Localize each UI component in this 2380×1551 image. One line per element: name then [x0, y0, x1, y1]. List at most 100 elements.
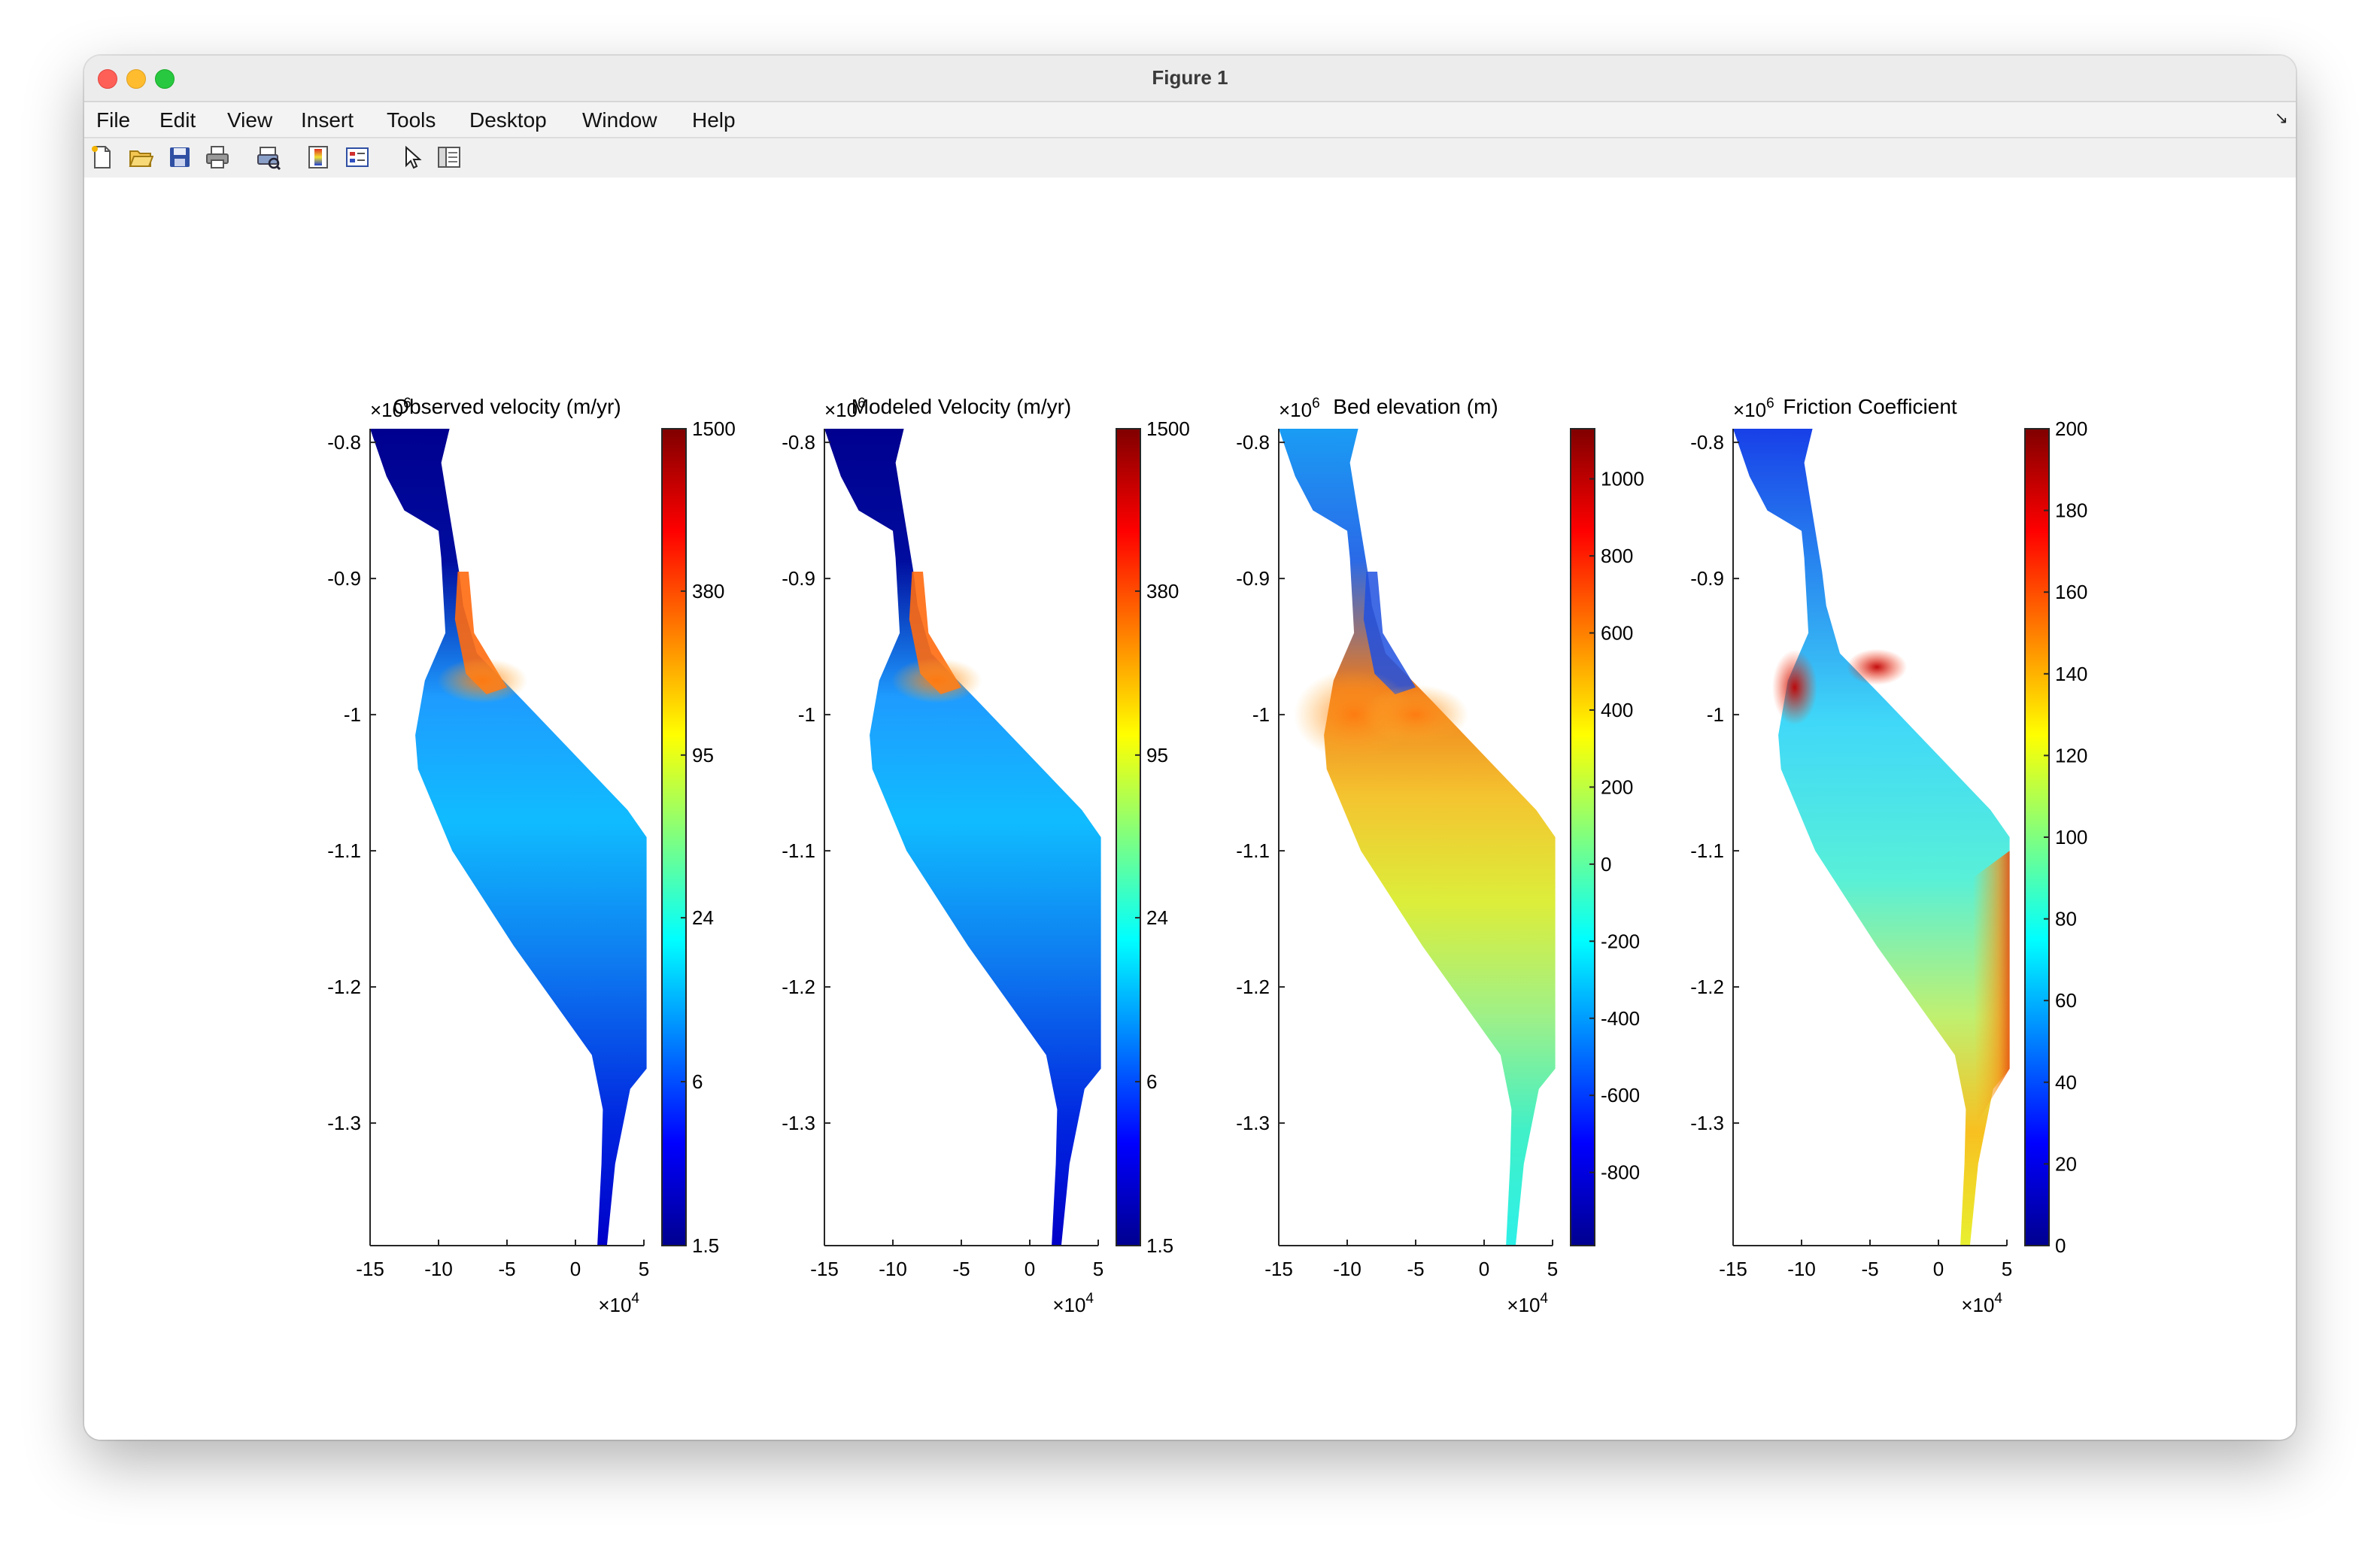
y-tick-label: -0.8	[782, 431, 815, 454]
colorbar-tick-label: 0	[1601, 853, 1611, 876]
y-exponent-power: 6	[1766, 396, 1774, 411]
x-exponent-label: ×104	[1052, 1291, 1094, 1316]
menu-desktop[interactable]: Desktop	[469, 108, 547, 132]
colorbar-icon[interactable]	[305, 144, 331, 170]
x-tick-label: 5	[1093, 1258, 1103, 1280]
print-icon[interactable]	[205, 144, 230, 170]
close-icon[interactable]	[98, 69, 117, 89]
dock-arrow-icon[interactable]: ↘	[2274, 108, 2288, 127]
y-exponent-power: 6	[1312, 396, 1320, 411]
friction-high	[1847, 648, 1908, 685]
edit-plot-cursor-icon[interactable]	[399, 144, 424, 170]
x-tick-label: -5	[1861, 1258, 1878, 1280]
zoom-icon[interactable]	[155, 69, 175, 89]
menu-view[interactable]: View	[227, 108, 273, 132]
colorbar-tick-label: 200	[1601, 776, 1633, 798]
menu-help[interactable]: Help	[692, 108, 736, 132]
minimize-icon[interactable]	[126, 69, 146, 89]
plot-title: Observed velocity (m/yr)	[393, 395, 621, 418]
title-bar: Figure 1	[84, 56, 2296, 102]
colorbar-tick-label: 1000	[1601, 468, 1644, 490]
x-tick-label: 0	[1479, 1258, 1489, 1280]
subplot-2: -15 -10 -5 0 5×104-0.8-0.9-1-1.1-1.2-1.3×106…	[782, 395, 1190, 1316]
y-tick-label: -0.9	[1690, 567, 1724, 590]
colorbar-tick-label: 600	[1601, 622, 1633, 645]
y-tick-label: -0.9	[1236, 567, 1270, 590]
y-tick-label: -1	[1707, 703, 1724, 726]
save-icon[interactable]	[167, 144, 193, 170]
colorbar-tick-label: 6	[1146, 1070, 1157, 1093]
y-tick-label: -1.3	[1690, 1112, 1724, 1134]
new-figure-icon[interactable]	[89, 144, 114, 170]
y-tick-label: -1	[1252, 703, 1270, 726]
y-tick-label: -1.2	[1236, 976, 1270, 998]
colorbar-tick-label: 400	[1601, 699, 1633, 721]
x-tick-label: -15	[1719, 1258, 1747, 1280]
friction-margin	[1972, 851, 2010, 1124]
menu-tools[interactable]: Tools	[387, 108, 436, 132]
colorbar-tick-label: 0	[2055, 1234, 2066, 1257]
x-tick-label: -15	[1264, 1258, 1293, 1280]
menu-file[interactable]: File	[96, 108, 131, 132]
colorbar-tick-label: 24	[1146, 906, 1168, 929]
x-tick-label: -10	[1333, 1258, 1362, 1280]
x-exponent-label: ×104	[1507, 1291, 1548, 1316]
colorbar-tick-label: 40	[2055, 1071, 2077, 1094]
x-exponent-power: 4	[1085, 1291, 1094, 1307]
colorbar-tick-label: 800	[1601, 545, 1633, 567]
colorbar-tick-label: 20	[2055, 1152, 2077, 1175]
fast-flow-glow	[437, 657, 528, 703]
x-tick-label: 0	[570, 1258, 581, 1280]
y-tick-label: -1.1	[1690, 839, 1724, 862]
plot-title: Friction Coefficient	[1783, 395, 1957, 418]
colorbar-tick-label: 180	[2055, 499, 2087, 522]
print-preview-icon[interactable]	[256, 144, 281, 170]
subplot-3: -15 -10 -5 0 5 ×104 -0.8 -0.9 -1 -1.1 -1.2 -1.3 ×106…	[1236, 395, 1644, 1316]
subplot-4: -15 -10 -5 0 5×104 -0.8 -0.9 -1 -1.1 -1.2 -1.3 ×106…	[1690, 395, 2087, 1316]
y-exponent-power: 6	[403, 396, 411, 411]
y-tick-label: -1.1	[782, 839, 815, 862]
x-tick-label: -10	[424, 1258, 453, 1280]
colorbar-tick-label: 24	[692, 906, 714, 929]
x-exponent-power: 4	[1540, 1291, 1548, 1307]
colorbar-tick-label: 1.5	[1146, 1234, 1173, 1257]
colorbar-tick-label: -400	[1601, 1007, 1640, 1030]
y-tick-label: -0.9	[782, 567, 815, 590]
colorbar-tick-label: 1.5	[692, 1234, 719, 1257]
colorbar	[661, 428, 687, 1246]
glacier-field	[824, 429, 1101, 1246]
colorbar-tick-label: 380	[1146, 580, 1179, 602]
colorbar-tick-label: 95	[692, 744, 714, 766]
x-exponent-label: ×104	[1961, 1291, 2002, 1316]
y-tick-label: -0.8	[1690, 431, 1724, 454]
colorbar	[1570, 428, 1595, 1246]
y-exponent-label: ×106	[1733, 396, 1774, 421]
colorbar-tick-label: 1500	[1146, 417, 1190, 440]
x-tick-label: -5	[498, 1258, 515, 1280]
x-tick-label: 5	[2002, 1258, 2012, 1280]
y-tick-label: -0.8	[327, 431, 361, 454]
x-tick-label: 0	[1933, 1258, 1944, 1280]
legend-icon[interactable]	[345, 144, 370, 170]
property-inspector-icon[interactable]	[436, 144, 462, 170]
y-tick-label: -1.2	[1690, 976, 1724, 998]
menu-insert[interactable]: Insert	[301, 108, 354, 132]
x-tick-label: -15	[810, 1258, 839, 1280]
x-tick-label: -5	[952, 1258, 970, 1280]
subplot-1: -15 -10 -5 0 5×104-0.8-0.9-1-1.1-1.2-1.3×106…	[327, 395, 736, 1316]
colorbar-tick-label: 100	[2055, 826, 2087, 848]
friction-high	[1771, 649, 1817, 725]
colorbar-tick-label: 80	[2055, 908, 2077, 930]
x-exponent-label: ×104	[598, 1291, 639, 1316]
y-tick-label: -1.2	[327, 976, 361, 998]
colorbar-tick-label: 95	[1146, 744, 1168, 766]
x-tick-label: -5	[1407, 1258, 1424, 1280]
y-exponent-power: 6	[858, 396, 866, 411]
menu-window[interactable]: Window	[582, 108, 657, 132]
y-tick-label: -1.1	[1236, 839, 1270, 862]
open-file-icon[interactable]	[128, 144, 153, 170]
x-tick-label: -10	[1787, 1258, 1816, 1280]
menu-bar: File Edit View Insert Tools Desktop Wind…	[84, 102, 2296, 137]
colorbar-tick-label: 200	[2055, 417, 2087, 440]
menu-edit[interactable]: Edit	[159, 108, 196, 132]
